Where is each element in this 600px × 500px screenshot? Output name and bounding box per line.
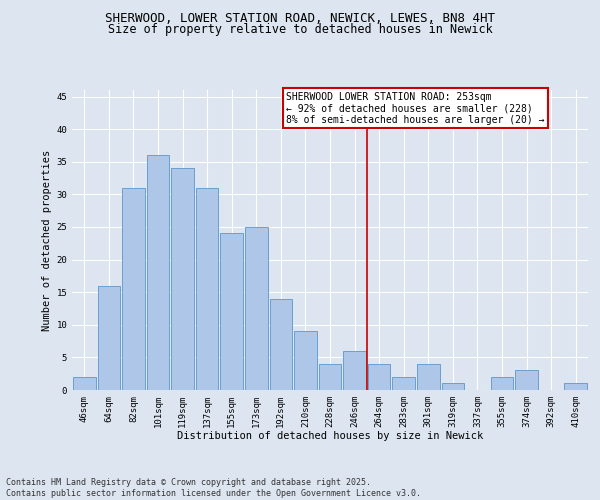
Bar [368, 364, 391, 390]
Bar [98, 286, 120, 390]
Bar [343, 351, 366, 390]
Text: SHERWOOD, LOWER STATION ROAD, NEWICK, LEWES, BN8 4HT: SHERWOOD, LOWER STATION ROAD, NEWICK, LE… [105, 12, 495, 26]
Text: SHERWOOD LOWER STATION ROAD: 253sqm
← 92% of detached houses are smaller (228)
8: SHERWOOD LOWER STATION ROAD: 253sqm ← 92… [286, 92, 545, 124]
Bar [515, 370, 538, 390]
Bar [491, 377, 514, 390]
Text: Contains HM Land Registry data © Crown copyright and database right 2025.
Contai: Contains HM Land Registry data © Crown c… [6, 478, 421, 498]
Bar [196, 188, 218, 390]
Bar [319, 364, 341, 390]
Bar [220, 234, 243, 390]
Bar [392, 377, 415, 390]
Bar [442, 384, 464, 390]
Bar [245, 227, 268, 390]
Bar [73, 377, 95, 390]
Bar [294, 332, 317, 390]
X-axis label: Distribution of detached houses by size in Newick: Distribution of detached houses by size … [177, 432, 483, 442]
Y-axis label: Number of detached properties: Number of detached properties [42, 150, 52, 330]
Bar [171, 168, 194, 390]
Bar [417, 364, 440, 390]
Text: Size of property relative to detached houses in Newick: Size of property relative to detached ho… [107, 22, 493, 36]
Bar [146, 155, 169, 390]
Bar [122, 188, 145, 390]
Bar [269, 298, 292, 390]
Bar [565, 384, 587, 390]
